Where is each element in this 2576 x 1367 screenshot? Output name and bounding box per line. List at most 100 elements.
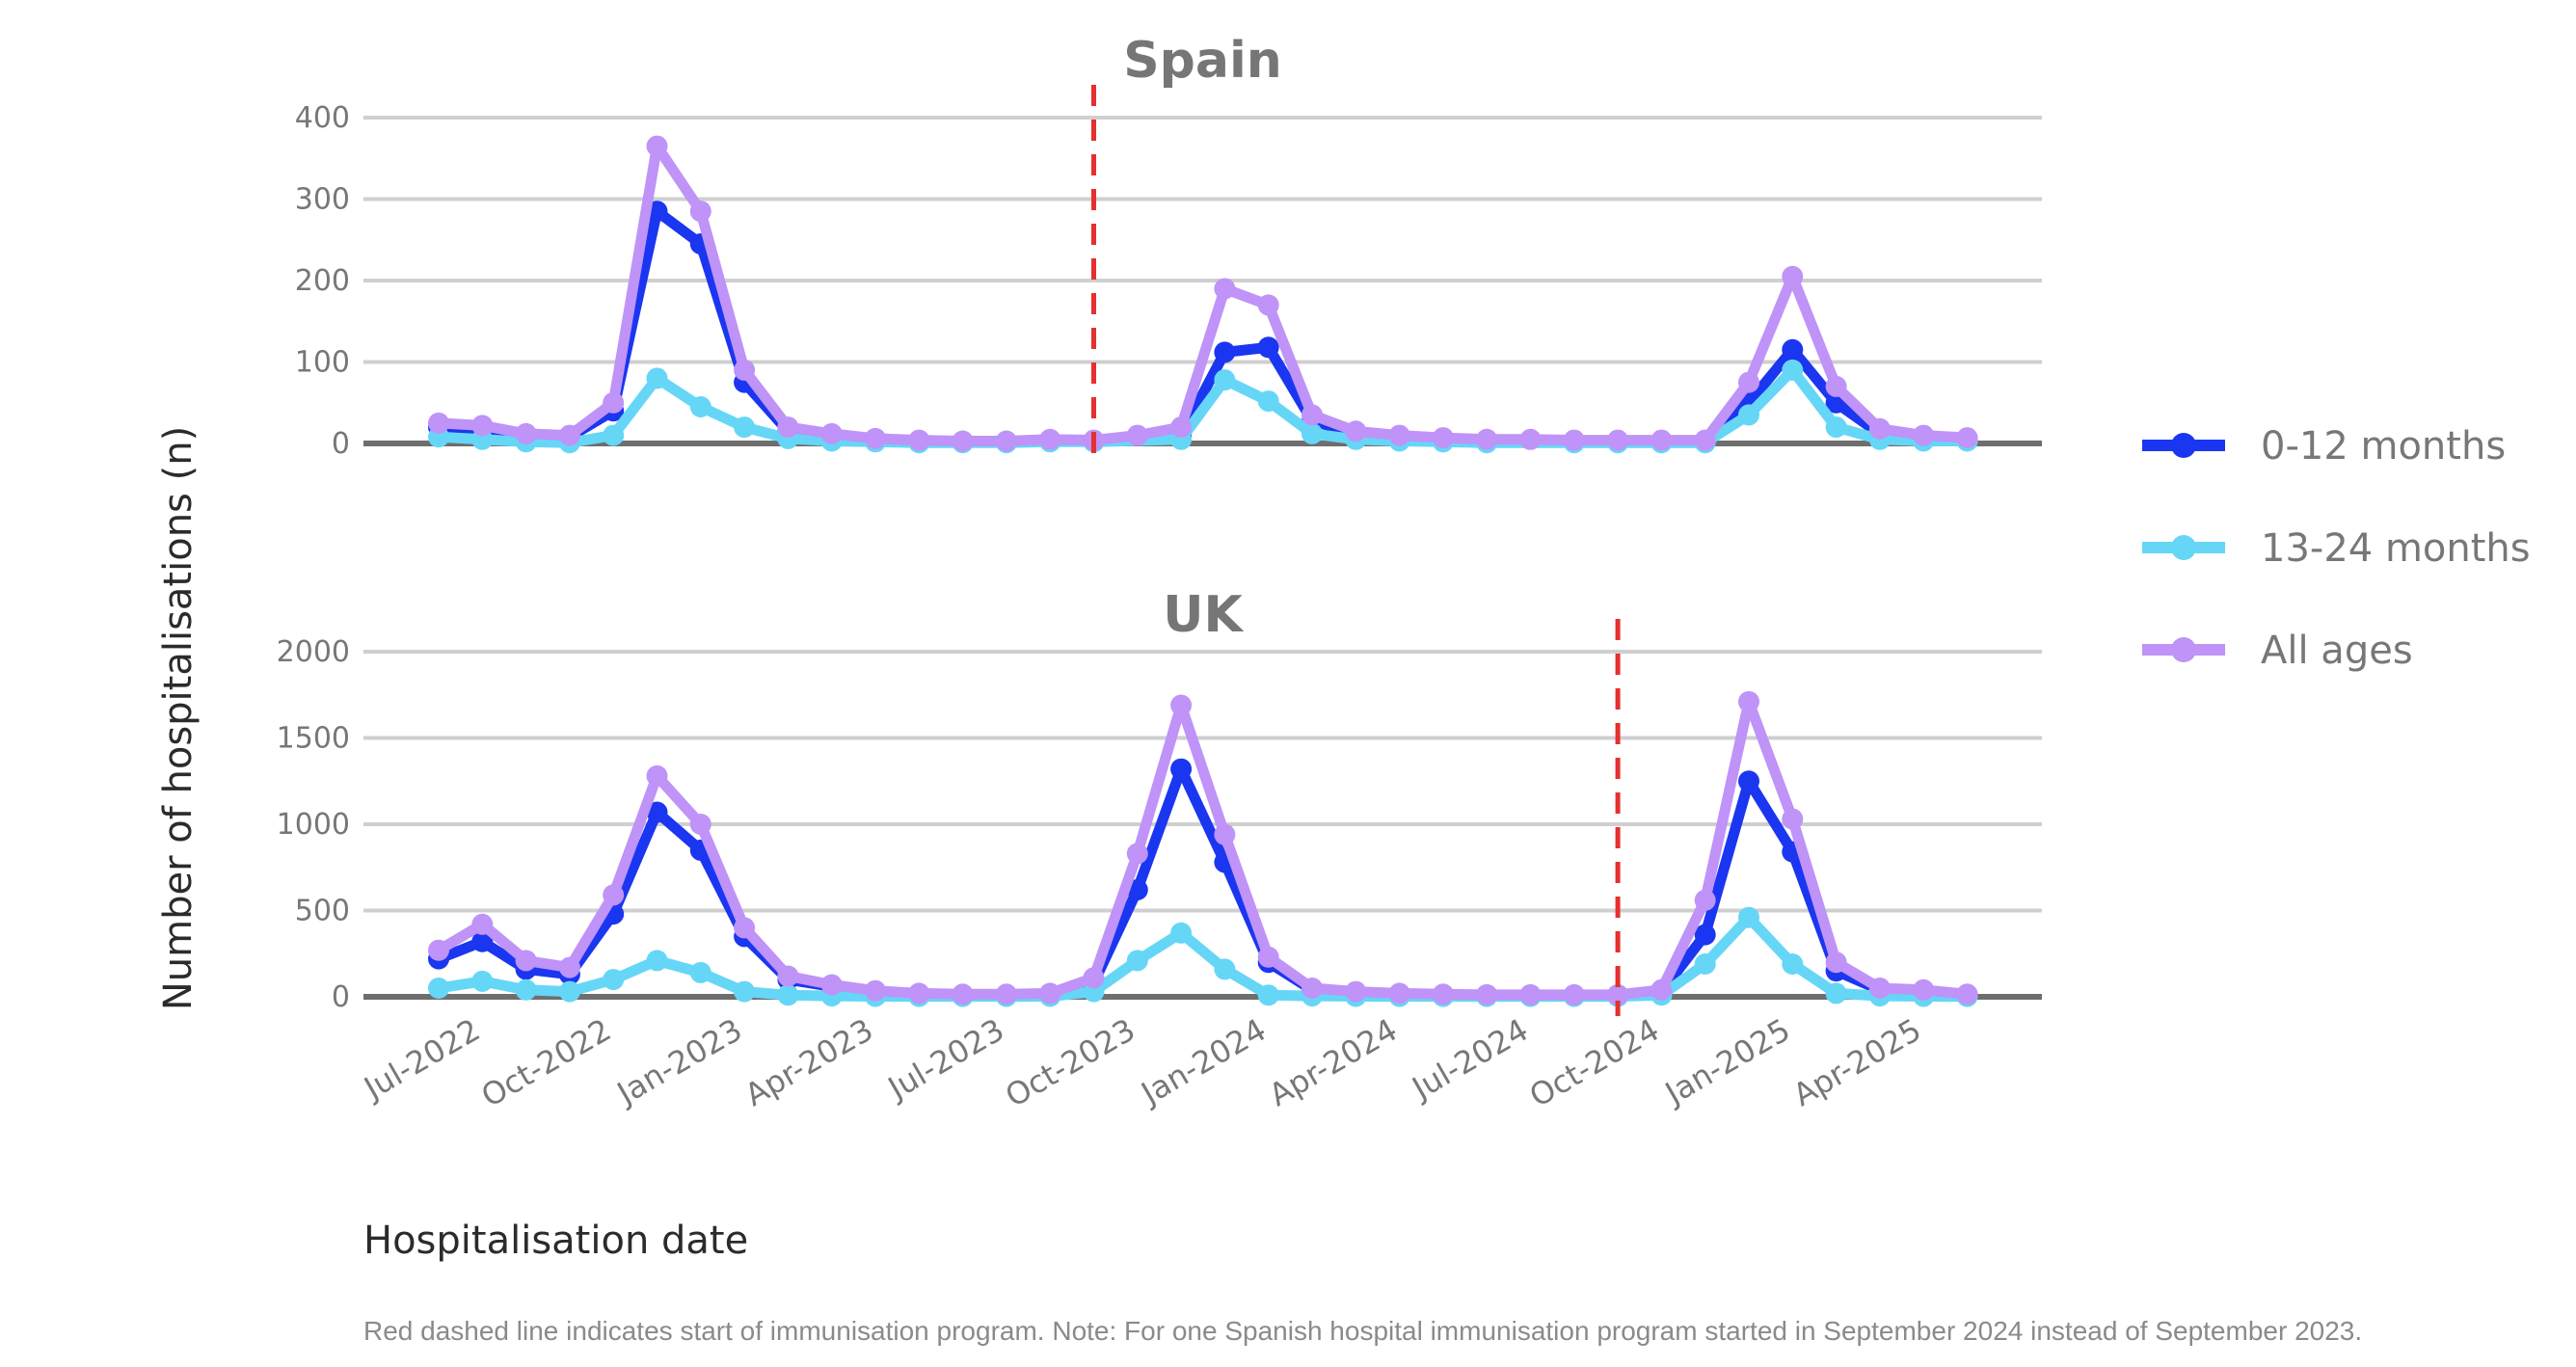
data-point: [1519, 983, 1542, 1005]
panel-spain: Spain 0 100 200 300 400: [295, 32, 2042, 463]
data-point: [1650, 978, 1673, 1001]
data-point: [1694, 429, 1716, 451]
data-point: [1825, 416, 1847, 439]
data-point: [1476, 983, 1498, 1005]
x-tick-label: Jan-2025: [1657, 1011, 1796, 1112]
data-point: [1214, 278, 1236, 300]
series-all-ages: [428, 135, 1978, 452]
data-point: [428, 412, 449, 434]
data-point: [1825, 982, 1847, 1005]
data-point: [471, 415, 494, 437]
data-point: [558, 956, 580, 978]
y-tick-label: 200: [295, 264, 350, 298]
x-tick-label: Oct-2024: [1523, 1011, 1665, 1114]
data-point: [1257, 294, 1279, 316]
data-point: [1956, 427, 1978, 449]
data-point: [1214, 369, 1236, 391]
data-point: [646, 950, 668, 972]
data-point: [1694, 953, 1716, 975]
data-point: [646, 367, 668, 389]
data-point: [1257, 946, 1279, 968]
data-point: [1257, 336, 1279, 359]
data-point: [1170, 922, 1193, 944]
legend-entry-all-ages: All ages: [2142, 629, 2413, 673]
data-point: [734, 416, 756, 439]
y-tick-label: 0: [332, 427, 350, 461]
y-tick-label: 500: [295, 895, 350, 928]
data-point: [646, 801, 668, 823]
legend-label: 13-24 months: [2261, 526, 2531, 571]
data-point: [1825, 375, 1847, 397]
x-tick-label: Jul-2024: [1405, 1011, 1535, 1108]
data-point: [1301, 404, 1323, 426]
data-point: [1782, 808, 1804, 830]
legend-swatch-point: [2171, 433, 2196, 458]
series-line-all-ages: [433, 696, 1972, 1001]
data-point: [603, 884, 625, 906]
data-point: [471, 913, 494, 935]
data-point: [1738, 404, 1759, 426]
data-point: [603, 424, 625, 446]
series-line-13-24-months: [433, 364, 1972, 448]
data-point: [1607, 429, 1629, 451]
data-point: [646, 764, 668, 787]
data-point: [1345, 980, 1367, 1003]
data-point: [1868, 417, 1891, 440]
data-point: [558, 980, 580, 1003]
data-point: [515, 422, 537, 444]
legend-entry-13-24-months: 13-24 months: [2142, 526, 2531, 571]
data-point: [1782, 338, 1804, 361]
data-point: [646, 135, 668, 157]
data-point: [428, 939, 449, 961]
data-point: [558, 424, 580, 446]
x-tick-label: Apr-2024: [1263, 1011, 1404, 1113]
legend: 0-12 months 13-24 months All ages: [2142, 424, 2531, 673]
data-point: [734, 359, 756, 381]
y-tick-label: 2000: [277, 635, 350, 669]
data-point: [734, 917, 756, 939]
data-point: [689, 961, 711, 983]
data-point: [734, 980, 756, 1003]
data-point: [995, 983, 1017, 1005]
data-point: [1170, 694, 1193, 716]
y-axis-title: Number of hospitalisations (n): [156, 426, 201, 1010]
data-point: [777, 416, 799, 439]
data-point: [515, 978, 537, 1001]
data-point: [1039, 982, 1061, 1005]
data-point: [515, 950, 537, 972]
y-tick-label: 100: [295, 346, 350, 380]
data-point: [1650, 429, 1673, 451]
data-point: [1126, 424, 1148, 446]
panels: Spain 0 100 200 300 400 UK 0 500 1000 1500 2000: [277, 32, 2042, 1016]
data-point: [1738, 371, 1759, 393]
data-point: [1913, 424, 1935, 446]
data-point: [603, 391, 625, 414]
data-point: [603, 969, 625, 991]
data-point: [689, 201, 711, 223]
series-13-24-months: [428, 906, 1978, 1007]
data-point: [1563, 429, 1585, 451]
data-point: [952, 983, 974, 1005]
panel-title-spain: Spain: [1123, 32, 1282, 90]
data-point: [1388, 424, 1410, 446]
data-point: [1170, 416, 1193, 439]
data-point: [1432, 983, 1454, 1005]
chart-caption: Red dashed line indicates start of immun…: [363, 1316, 2362, 1346]
data-point: [777, 965, 799, 987]
data-point: [1782, 359, 1804, 381]
data-point: [1126, 843, 1148, 865]
data-point: [1782, 953, 1804, 975]
data-point: [1126, 950, 1148, 972]
legend-swatch-point: [2171, 535, 2196, 560]
series-line-all-ages: [433, 141, 1972, 446]
data-point: [1694, 889, 1716, 911]
legend-entry-0-12-months: 0-12 months: [2142, 424, 2506, 469]
y-tick-label: 300: [295, 183, 350, 217]
data-point: [471, 930, 494, 952]
data-point: [428, 978, 449, 999]
data-point: [1170, 758, 1193, 780]
data-point: [865, 427, 886, 449]
data-point: [1214, 958, 1236, 980]
